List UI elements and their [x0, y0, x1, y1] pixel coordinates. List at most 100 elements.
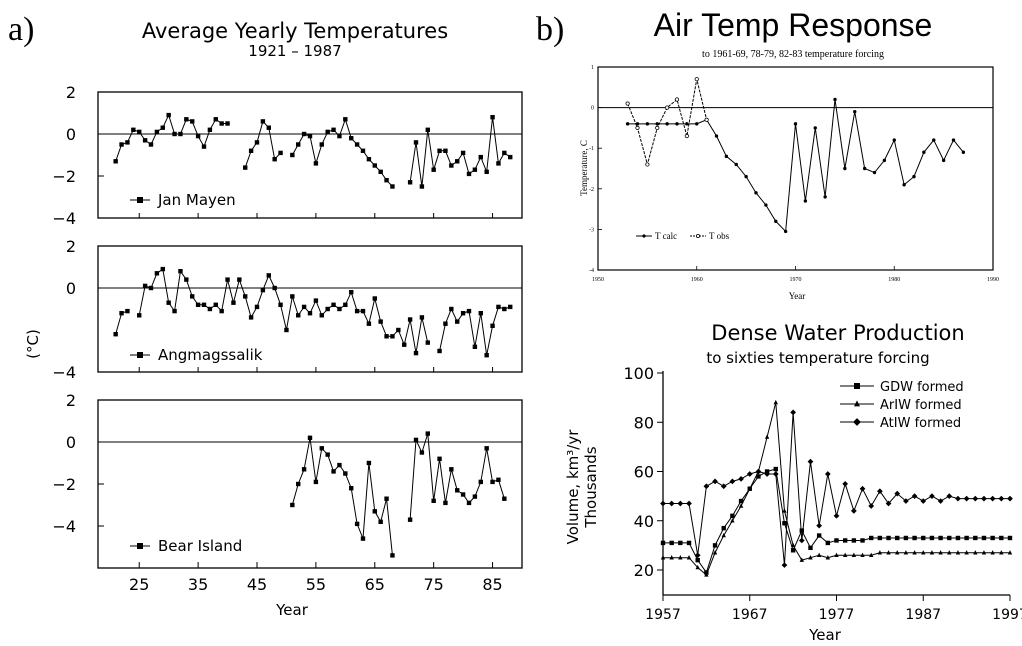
x-tick-label: 1967 — [732, 607, 768, 623]
x-tick-label: 55 — [306, 575, 326, 594]
data-point-atiw-formed — [868, 503, 875, 509]
data-point-angmagssalik — [378, 319, 383, 324]
data-point-jan-mayen — [301, 131, 307, 137]
y-tick-label: 0 — [66, 433, 76, 452]
series-line-jan-mayen — [115, 113, 228, 162]
data-point-bear-island — [490, 479, 495, 485]
data-point-atiw-formed — [807, 458, 814, 465]
y-tick-label: −4 — [52, 363, 76, 382]
data-point-gdw-formed — [955, 535, 961, 541]
y-tick-label: 1 — [591, 65, 594, 71]
data-point-jan-mayen — [372, 163, 377, 168]
data-point-bear-island — [384, 496, 389, 501]
data-point-bear-island — [354, 521, 360, 527]
data-point-t-calc — [754, 191, 758, 195]
dense-water-subtitle: to sixties temperature forcing — [706, 349, 929, 367]
data-point-ariw-formed — [764, 434, 770, 439]
data-point-jan-mayen — [437, 148, 442, 153]
data-point-angmagssalik — [290, 294, 295, 299]
data-point-gdw-formed — [799, 528, 804, 533]
data-point-angmagssalik — [201, 302, 207, 307]
data-point-bear-island — [413, 437, 419, 443]
data-point-t-calc — [793, 122, 798, 126]
angmagssalik-subplot: Angmagssalik 2 0 −4 — [52, 237, 523, 382]
data-point-atiw-formed — [746, 471, 753, 477]
data-point-atiw-formed — [712, 478, 718, 485]
data-point-jan-mayen — [508, 154, 513, 160]
data-point-jan-mayen — [337, 133, 342, 139]
data-point-angmagssalik — [331, 302, 336, 307]
data-point-jan-mayen — [349, 136, 354, 141]
dense-water-xlabel: Year — [808, 626, 842, 644]
panel-a-label: a) — [8, 11, 34, 48]
data-point-t-calc — [803, 199, 808, 203]
data-point-ariw-formed — [981, 550, 987, 555]
data-point-t-calc — [843, 166, 847, 171]
data-point-gdw-formed — [834, 538, 839, 543]
data-point-atiw-formed — [850, 508, 857, 514]
data-point-atiw-formed — [842, 480, 849, 487]
y-tick-label: 0 — [591, 106, 594, 112]
data-point-atiw-formed — [877, 488, 883, 495]
panel-a-title: Average Yearly Temperatures — [142, 19, 448, 43]
data-point-atiw-formed — [824, 471, 831, 477]
data-point-jan-mayen — [360, 148, 366, 153]
legend-marker-ariw-formed — [854, 400, 860, 407]
data-point-angmagssalik — [478, 311, 483, 316]
data-point-angmagssalik — [148, 285, 154, 291]
legend-marker-t-obs — [696, 233, 701, 238]
y-tick-label: −2 — [52, 475, 76, 494]
data-point-atiw-formed — [1007, 495, 1013, 502]
data-point-angmagssalik — [366, 321, 372, 326]
data-point-angmagssalik — [272, 285, 277, 291]
data-point-angmagssalik — [190, 294, 195, 299]
data-point-gdw-formed — [678, 540, 683, 546]
data-point-ariw-formed — [999, 550, 1004, 555]
data-point-ariw-formed — [678, 555, 683, 560]
data-point-atiw-formed — [668, 500, 675, 507]
data-point-bear-island — [496, 477, 501, 482]
data-point-bear-island — [360, 536, 366, 541]
data-point-gdw-formed — [816, 533, 822, 538]
data-point-t-calc — [961, 150, 966, 154]
data-point-bear-island — [325, 452, 330, 457]
data-point-gdw-formed — [981, 535, 987, 541]
data-point-atiw-formed — [694, 552, 701, 559]
panel-b-air-temp: b) Air Temp Response to 1961-69, 78-79, … — [536, 7, 999, 301]
data-point-jan-mayen — [142, 138, 148, 143]
data-point-t-calc — [724, 154, 729, 159]
data-point-ariw-formed — [799, 557, 804, 562]
data-point-ariw-formed — [790, 542, 796, 548]
y-tick-label: 2 — [66, 83, 76, 102]
data-point-bear-island — [343, 471, 348, 476]
data-point-t-calc — [685, 122, 689, 126]
data-point-gdw-formed — [869, 535, 874, 541]
data-point-ariw-formed — [730, 518, 735, 523]
air-temp-ylabel: Temperature, C — [579, 140, 589, 196]
data-point-angmagssalik — [137, 313, 142, 318]
series-line-bear-island — [291, 437, 393, 556]
x-tick-label: 75 — [423, 575, 443, 594]
data-point-t-calc — [665, 122, 669, 126]
data-point-angmagssalik — [207, 306, 213, 312]
data-point-ariw-formed — [921, 550, 926, 555]
data-point-bear-island — [460, 492, 466, 497]
data-point-ariw-formed — [816, 552, 822, 557]
panel-b-dense-water: Dense Water Production to sixties temper… — [564, 321, 1022, 644]
dense-water-ylabel: Volume, km³/yr — [564, 429, 582, 545]
data-point-t-calc — [655, 122, 659, 126]
x-tick-label: 1970 — [790, 277, 802, 283]
data-point-jan-mayen — [354, 142, 360, 147]
subplot-frame — [97, 91, 523, 219]
data-point-atiw-formed — [929, 493, 935, 499]
data-point-t-obs — [645, 162, 650, 167]
data-point-angmagssalik — [231, 300, 236, 305]
data-point-ariw-formed — [686, 555, 692, 560]
y-tick-label: 0 — [66, 279, 76, 298]
data-point-ariw-formed — [660, 555, 666, 560]
data-point-ariw-formed — [721, 532, 726, 538]
y-tick-label: −2 — [52, 167, 76, 186]
data-point-jan-mayen — [455, 159, 460, 164]
y-tick-label: -1 — [589, 146, 594, 152]
data-point-ariw-formed — [938, 550, 943, 555]
